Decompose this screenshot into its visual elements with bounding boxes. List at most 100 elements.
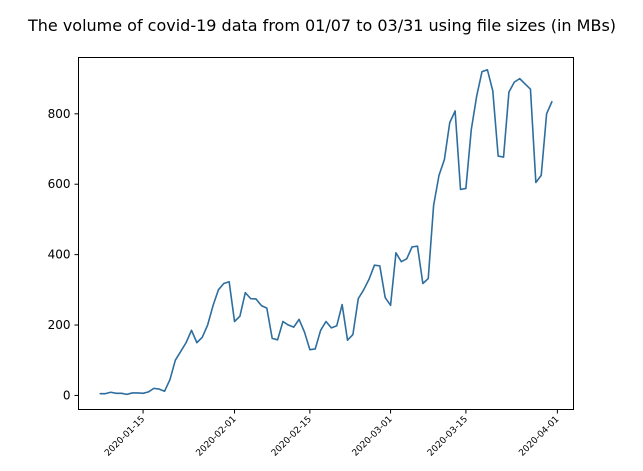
data-point [163,390,166,392]
data-point [459,188,462,191]
data-point [244,292,246,294]
data-point [196,342,198,344]
data-point [346,339,349,341]
data-point [519,78,521,80]
data-point [502,156,505,158]
data-point [314,348,316,350]
data-point [320,329,322,331]
data-point [137,392,139,394]
data-point [406,258,408,260]
x-tick-label: 2020-01-15 [103,415,147,459]
data-point [379,265,381,267]
data-point [336,325,338,327]
data-point [110,391,112,393]
data-point [373,264,376,266]
data-point [524,83,526,85]
x-axis: 2020-01-15 2020-02-01 2020-02-15 2020-03-01… [103,409,561,459]
data-point [169,378,171,381]
data-point [384,296,386,299]
data-point [201,336,203,338]
data-point [115,392,117,394]
data-point [120,392,123,394]
y-tick-label: 0 [63,388,71,402]
data-point [492,90,494,92]
data-point [357,298,359,300]
data-point [212,305,214,307]
data-point [282,320,284,323]
data-point [153,387,155,389]
data-point [330,327,332,329]
data-point [126,393,128,395]
x-tick-label: 2020-02-15 [270,415,314,459]
data-point [228,281,230,283]
data-point [131,392,133,394]
data-point [341,304,343,306]
data-point [287,324,289,326]
data-point [325,320,327,323]
data-point [180,350,182,353]
data-point [250,298,252,300]
data-point [217,289,219,291]
data-point [486,69,489,71]
x-tick-label: 2020-04-01 [517,415,561,459]
data-point [465,187,467,190]
data-point [276,339,279,341]
data-point [551,100,553,103]
x-tick-label: 2020-03-15 [426,415,470,459]
data-point [190,329,193,331]
x-tick-label: 2020-03-01 [351,415,395,459]
series-line-0 [100,69,553,396]
y-axis: 0 200 400 600 800 [48,107,79,402]
data-point [508,91,510,93]
y-tick-label: 200 [48,318,71,332]
data-point [476,95,478,97]
data-point [513,81,515,83]
x-tick-label: 2020-02-01 [195,415,239,459]
data-point [174,359,176,361]
data-point [233,320,236,323]
data-point [411,246,413,248]
chart-title: The volume of covid-19 data from 01/07 t… [27,16,616,35]
data-point [433,204,435,206]
data-point [449,122,451,124]
data-point [303,331,306,333]
data-point [497,155,499,157]
data-point [443,158,445,161]
data-point [352,333,354,336]
data-point [271,337,273,339]
data-point [395,252,397,254]
y-tick-label: 600 [48,177,71,191]
data-point [293,326,295,328]
data-point [142,392,144,394]
data-point [309,349,311,351]
data-point [363,289,365,291]
data-point [416,245,419,247]
data-point [368,278,370,280]
data-point [185,342,187,344]
data-point [427,277,429,280]
data-point [266,307,268,309]
data-point [255,298,257,300]
data-point [158,388,160,390]
data-point [298,318,300,320]
data-point [481,70,483,73]
data-point [147,391,150,393]
y-tick-label: 400 [48,248,71,262]
data-point [529,88,532,90]
data-point [470,129,472,131]
data-point [99,393,101,395]
data-point [389,304,392,306]
data-point [546,113,548,115]
data-point [535,181,537,184]
data-point [223,282,225,285]
data-point [260,305,263,307]
y-tick-label: 800 [48,107,71,121]
data-point [207,324,209,326]
data-point [104,393,106,395]
plot-area [99,69,553,396]
axes-frame [78,57,574,410]
data-point [438,174,440,177]
data-point [422,282,424,285]
data-point [540,174,542,177]
